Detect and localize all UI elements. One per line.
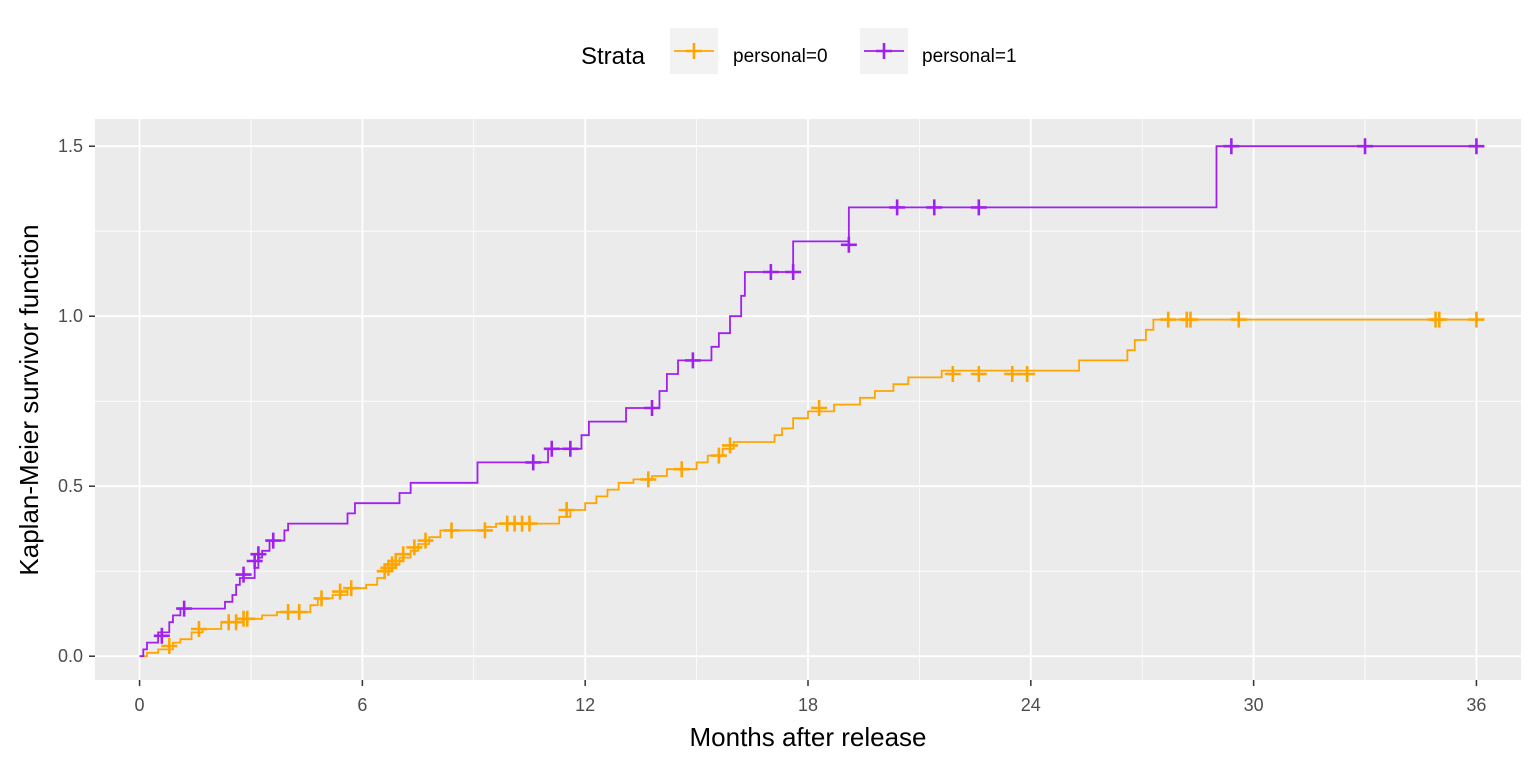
censor-mark bbox=[1160, 311, 1177, 328]
censor-mark bbox=[291, 604, 308, 620]
censor-mark bbox=[1223, 138, 1240, 155]
censor-mark bbox=[376, 563, 393, 580]
series-layer bbox=[139, 138, 1485, 658]
censor-mark bbox=[640, 471, 657, 488]
censor-mark bbox=[1357, 138, 1374, 155]
censor-mark bbox=[525, 454, 542, 471]
censor-mark bbox=[235, 566, 252, 583]
y-tick-label: 0.0 bbox=[58, 646, 83, 666]
censor-mark bbox=[684, 352, 701, 369]
axis-ticks: 0 6 12 18 24 30 36 0.0 0.5 1.0 1.5 bbox=[58, 136, 1486, 715]
x-tick-label: 30 bbox=[1244, 695, 1264, 715]
x-tick-label: 18 bbox=[798, 695, 818, 715]
x-tick-label: 12 bbox=[575, 695, 595, 715]
censor-mark bbox=[926, 199, 943, 216]
censor-mark bbox=[558, 502, 575, 518]
censor-mark bbox=[246, 553, 263, 569]
censor-mark bbox=[889, 199, 906, 216]
legend-label-1: personal=1 bbox=[922, 46, 1017, 67]
censor-mark bbox=[1468, 311, 1485, 328]
censor-mark bbox=[644, 400, 661, 416]
x-tick-label: 36 bbox=[1466, 695, 1486, 715]
series-1 bbox=[139, 138, 1485, 658]
series-0 bbox=[139, 311, 1485, 658]
y-tick-label: 1.0 bbox=[58, 306, 83, 326]
censor-mark bbox=[673, 461, 690, 478]
censor-mark bbox=[1468, 138, 1485, 155]
legend-item-0: personal=0 bbox=[670, 28, 828, 74]
censor-mark bbox=[1182, 311, 1199, 328]
censor-mark bbox=[476, 522, 493, 539]
x-axis-title: Months after release bbox=[689, 722, 926, 752]
censor-mark bbox=[970, 199, 987, 216]
censor-mark bbox=[417, 532, 434, 549]
censor-mark bbox=[762, 264, 779, 280]
censor-mark bbox=[811, 400, 828, 416]
censor-mark bbox=[710, 447, 727, 464]
survival-step-line-0 bbox=[139, 318, 1477, 658]
censor-mark bbox=[265, 532, 282, 549]
censor-mark bbox=[161, 638, 178, 654]
y-tick-label: 0.5 bbox=[58, 476, 83, 496]
censor-mark bbox=[153, 627, 170, 644]
censor-mark bbox=[176, 600, 193, 617]
censor-mark bbox=[380, 559, 397, 576]
censor-mark bbox=[944, 366, 961, 382]
censor-mark bbox=[250, 546, 267, 563]
censor-mark bbox=[387, 553, 404, 569]
censor-mark bbox=[395, 546, 412, 563]
y-axis-title: Kaplan-Meier survivor function bbox=[14, 224, 44, 575]
censor-mark bbox=[228, 614, 245, 631]
censor-mark bbox=[562, 440, 579, 457]
x-tick-label: 0 bbox=[135, 695, 145, 715]
legend-item-1: personal=1 bbox=[860, 28, 1017, 74]
legend: Strata personal=0 personal=1 bbox=[581, 28, 1017, 74]
censor-mark bbox=[840, 236, 857, 253]
censor-mark bbox=[1019, 366, 1036, 382]
censor-mark bbox=[190, 621, 207, 637]
censor-mark bbox=[343, 580, 360, 597]
censor-mark bbox=[443, 522, 460, 539]
censor-mark bbox=[406, 539, 423, 556]
censor-mark bbox=[1230, 311, 1247, 328]
legend-title: Strata bbox=[581, 43, 646, 70]
censor-mark bbox=[1431, 311, 1448, 328]
x-tick-label: 24 bbox=[1021, 695, 1041, 715]
censor-mark bbox=[785, 264, 802, 280]
censor-mark bbox=[970, 366, 987, 382]
censor-mark bbox=[1004, 366, 1021, 382]
censor-mark bbox=[521, 515, 538, 532]
y-tick-label: 1.5 bbox=[58, 136, 83, 156]
censor-mark bbox=[384, 556, 401, 573]
censor-mark bbox=[313, 590, 330, 607]
censor-mark bbox=[722, 437, 739, 454]
censor-mark bbox=[332, 583, 349, 600]
censor-mark bbox=[239, 610, 256, 627]
legend-key-marker-0 bbox=[686, 43, 702, 59]
censor-mark bbox=[543, 440, 560, 457]
legend-label-0: personal=0 bbox=[733, 46, 828, 67]
legend-key-marker-1 bbox=[876, 43, 892, 59]
gridlines bbox=[95, 119, 1521, 680]
x-tick-label: 6 bbox=[357, 695, 367, 715]
